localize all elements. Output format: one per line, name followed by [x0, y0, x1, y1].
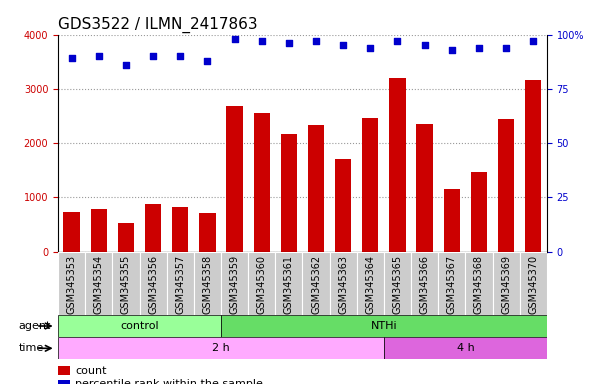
Text: GSM345361: GSM345361 — [284, 255, 294, 314]
Point — [257, 38, 266, 44]
Point — [230, 36, 240, 42]
Bar — [389, 78, 406, 252]
Bar — [384, 252, 411, 315]
Text: GSM345354: GSM345354 — [93, 255, 104, 314]
Bar — [302, 252, 329, 315]
Point — [501, 45, 511, 51]
Text: NTHi: NTHi — [371, 321, 397, 331]
Text: GSM345365: GSM345365 — [392, 255, 403, 314]
Bar — [471, 172, 487, 252]
Bar — [112, 252, 139, 315]
Text: control: control — [120, 321, 159, 331]
Text: agent: agent — [18, 321, 51, 331]
Text: GSM345359: GSM345359 — [230, 255, 240, 314]
Text: GSM345362: GSM345362 — [311, 255, 321, 314]
Point — [148, 53, 158, 60]
Bar — [58, 252, 85, 315]
Point — [94, 53, 104, 60]
Bar — [417, 124, 433, 252]
Text: count: count — [75, 366, 107, 376]
Text: GSM345367: GSM345367 — [447, 255, 457, 314]
Text: 4 h: 4 h — [456, 343, 474, 353]
Bar — [280, 134, 297, 252]
Text: GSM345368: GSM345368 — [474, 255, 484, 314]
Point — [175, 53, 185, 60]
Bar — [248, 252, 276, 315]
Bar — [335, 159, 351, 252]
Bar — [58, 337, 384, 359]
Point — [393, 38, 403, 44]
Bar — [357, 252, 384, 315]
Bar — [498, 119, 514, 252]
Point — [67, 55, 76, 61]
Bar — [58, 380, 70, 384]
Text: GSM345355: GSM345355 — [121, 255, 131, 314]
Text: GSM345360: GSM345360 — [257, 255, 267, 314]
Bar — [384, 337, 547, 359]
Bar — [444, 189, 460, 252]
Bar — [194, 252, 221, 315]
Text: GSM345358: GSM345358 — [202, 255, 213, 314]
Bar — [64, 212, 80, 252]
Text: GSM345364: GSM345364 — [365, 255, 375, 314]
Bar — [85, 252, 112, 315]
Bar — [438, 252, 466, 315]
Point — [420, 42, 430, 48]
Point — [311, 38, 321, 44]
Text: GSM345353: GSM345353 — [67, 255, 76, 314]
Bar — [167, 252, 194, 315]
Bar — [58, 315, 221, 337]
Text: GSM345366: GSM345366 — [420, 255, 430, 314]
Bar — [520, 252, 547, 315]
Bar — [145, 204, 161, 252]
Bar — [118, 223, 134, 252]
Text: GSM345370: GSM345370 — [529, 255, 538, 314]
Text: GSM345356: GSM345356 — [148, 255, 158, 314]
Text: time: time — [18, 343, 43, 353]
Text: GSM345369: GSM345369 — [501, 255, 511, 314]
Bar — [411, 252, 438, 315]
Bar — [329, 252, 357, 315]
Bar — [58, 366, 70, 375]
Point — [338, 42, 348, 48]
Bar — [227, 106, 243, 252]
Point — [121, 62, 131, 68]
Point — [447, 47, 456, 53]
Bar — [172, 207, 188, 252]
Bar — [199, 213, 216, 252]
Bar — [139, 252, 167, 315]
Bar — [492, 252, 520, 315]
Bar — [254, 113, 270, 252]
Bar — [362, 118, 378, 252]
Bar — [525, 80, 541, 252]
Text: GSM345357: GSM345357 — [175, 255, 185, 314]
Bar — [276, 252, 302, 315]
Bar — [90, 209, 107, 252]
Text: GDS3522 / ILMN_2417863: GDS3522 / ILMN_2417863 — [58, 17, 258, 33]
Point — [474, 45, 484, 51]
Point — [529, 38, 538, 44]
Text: percentile rank within the sample: percentile rank within the sample — [75, 379, 263, 384]
Point — [365, 45, 375, 51]
Text: 2 h: 2 h — [212, 343, 230, 353]
Bar — [466, 252, 492, 315]
Text: GSM345363: GSM345363 — [338, 255, 348, 314]
Point — [202, 58, 212, 64]
Bar — [221, 315, 547, 337]
Bar — [308, 124, 324, 252]
Point — [284, 40, 294, 46]
Bar — [221, 252, 248, 315]
